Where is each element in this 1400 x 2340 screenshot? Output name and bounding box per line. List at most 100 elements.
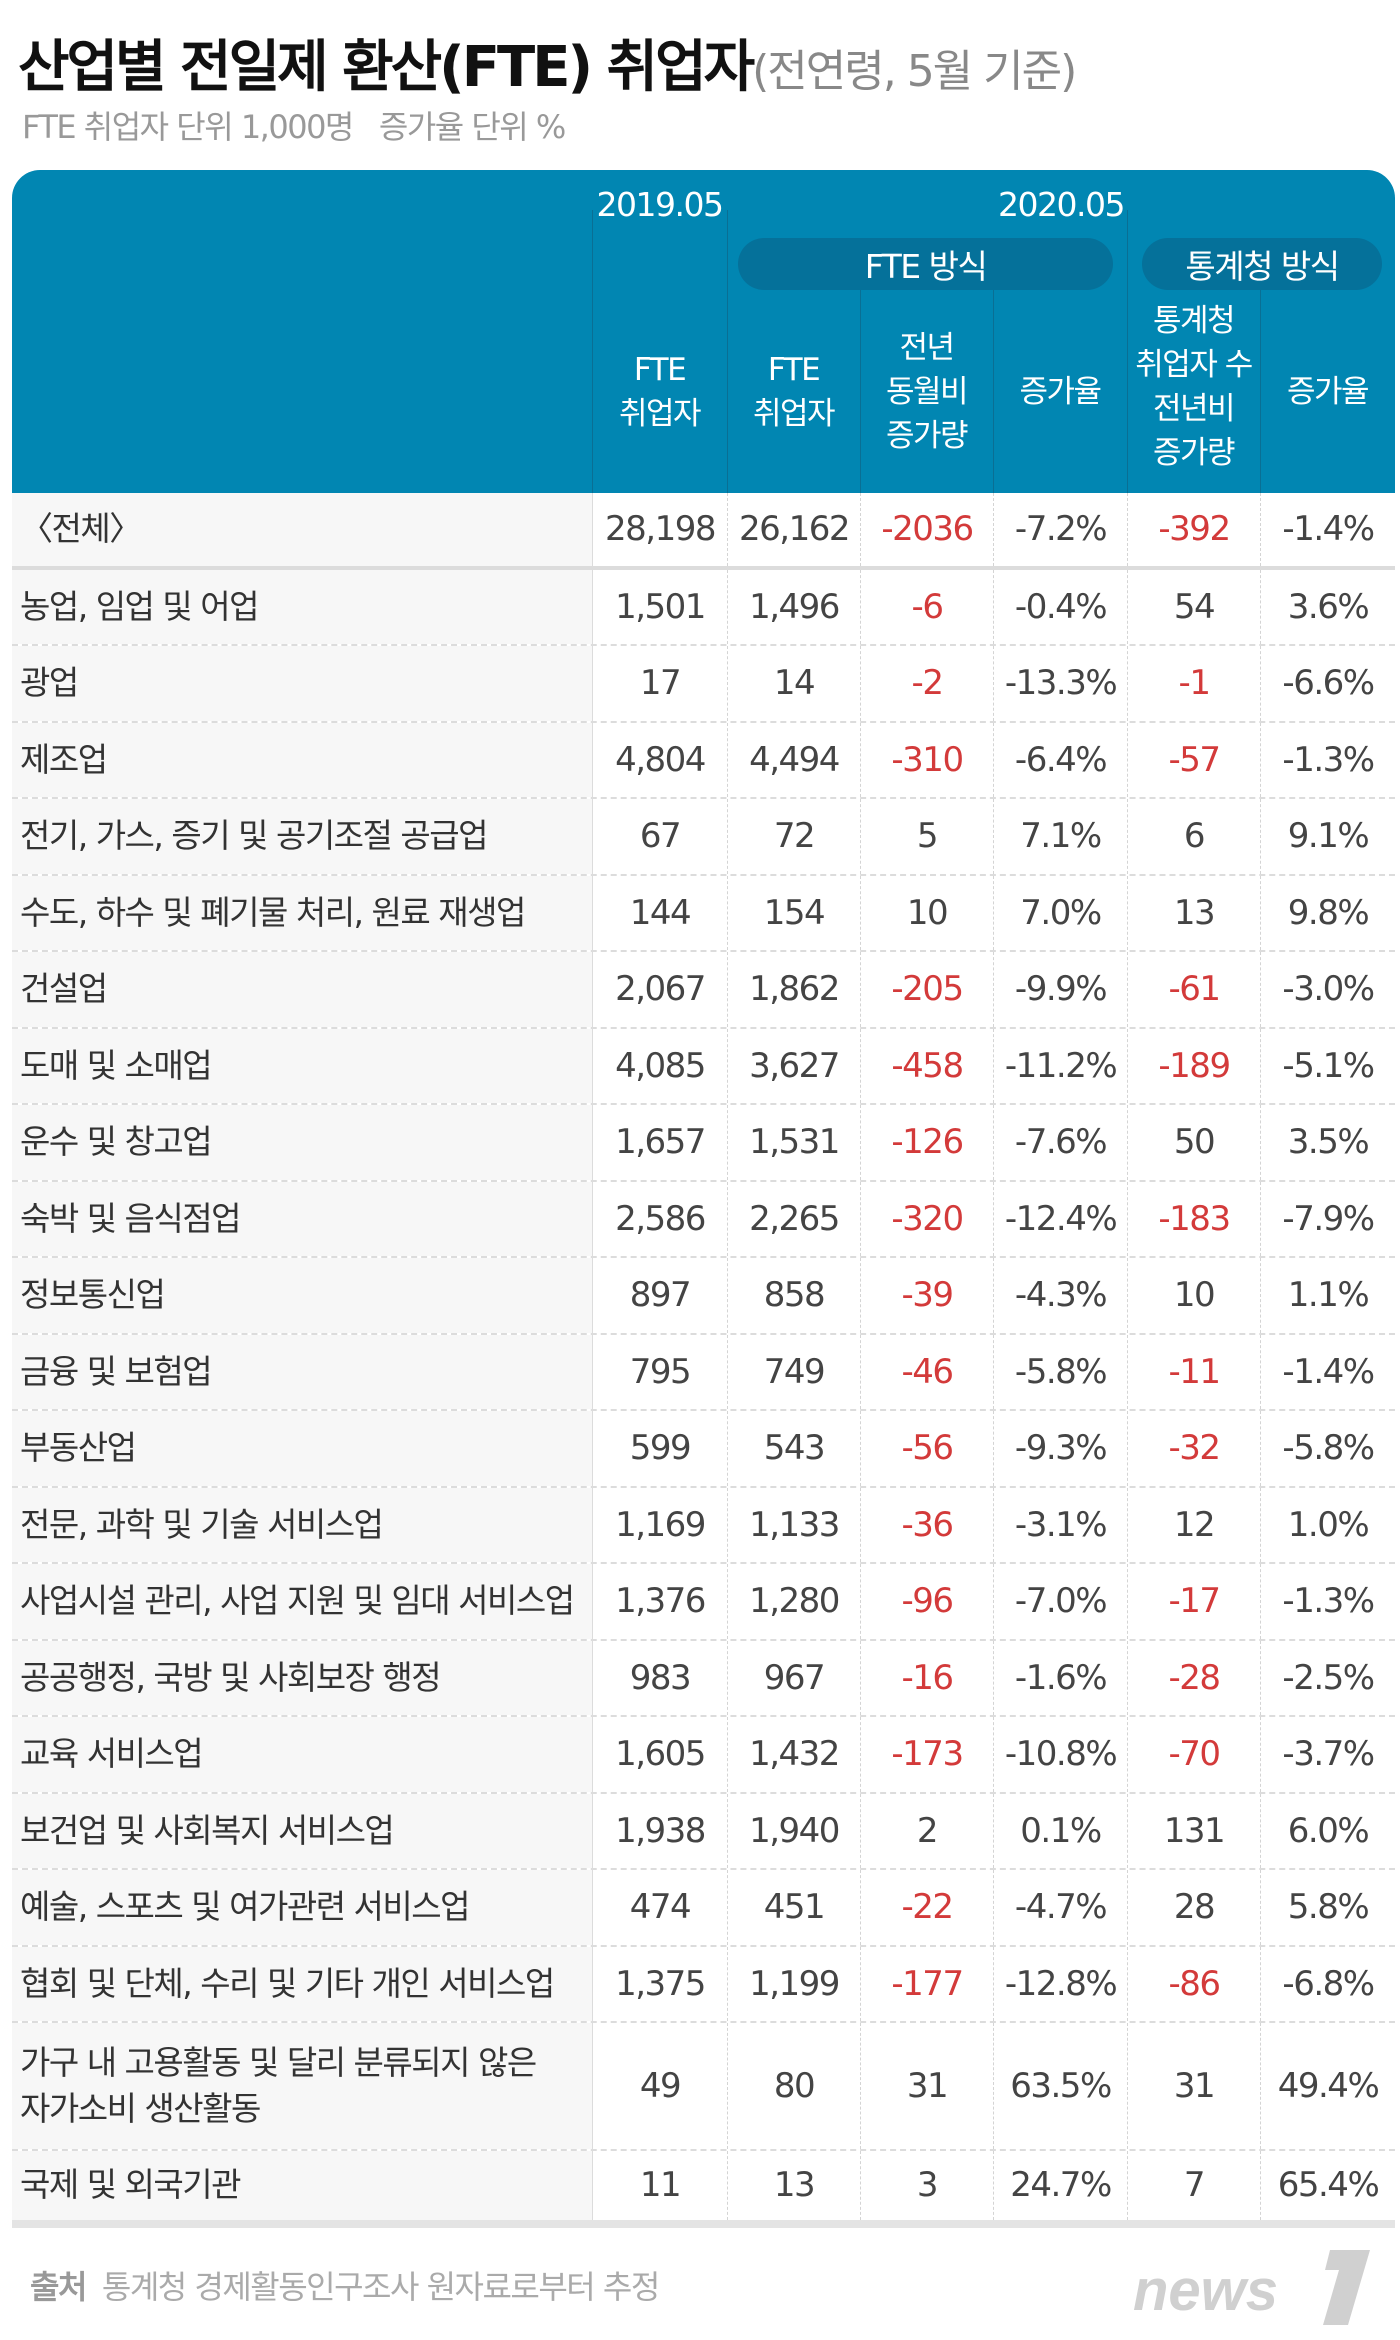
header-col-6: 증가율 xyxy=(1286,373,1370,410)
row-label: 부동산업 xyxy=(12,1411,592,1486)
cell-value: -1.3% xyxy=(1260,722,1395,797)
cell-value: 28,198 xyxy=(592,493,727,566)
cell-value: -0.4% xyxy=(993,569,1127,644)
divider xyxy=(1260,262,1261,493)
cell-value: -310 xyxy=(860,722,993,797)
source-label: 출처 xyxy=(30,2268,87,2306)
cell-value: 1,862 xyxy=(727,952,860,1027)
cell-value: 9.8% xyxy=(1260,875,1395,950)
cell-value: 1,169 xyxy=(592,1487,727,1562)
cell-value: 67 xyxy=(592,799,727,874)
cell-value: -6.6% xyxy=(1260,646,1395,721)
cell-value: 1,376 xyxy=(592,1564,727,1639)
table-header: 2019.05 2020.05 FTE 방식 통계청 방식 FTE 취업자 FTE… xyxy=(12,170,1395,493)
cell-value: -6 xyxy=(860,569,993,644)
cell-value: -28 xyxy=(1127,1640,1260,1715)
table-row: 농업, 임업 및 어업 1,501 1,496 -6 -0.4% 54 3.6% xyxy=(12,569,1395,646)
cell-value: 4,804 xyxy=(592,722,727,797)
row-label: 숙박 및 음식점업 xyxy=(12,1181,592,1256)
cell-value: -11.2% xyxy=(993,1028,1127,1103)
table-row: 전문, 과학 및 기술 서비스업 1,169 1,133 -36 -3.1% 12 1.0% xyxy=(12,1487,1395,1564)
cell-value: 7.0% xyxy=(993,875,1127,950)
cell-value: 474 xyxy=(592,1870,727,1945)
table-row: 숙박 및 음식점업 2,586 2,265 -320 -12.4% -183 -7.9% xyxy=(12,1181,1395,1258)
row-label: 광업 xyxy=(12,646,592,721)
cell-value: 1,657 xyxy=(592,1105,727,1180)
cell-value: 3,627 xyxy=(727,1028,860,1103)
cell-value: -39 xyxy=(860,1258,993,1333)
table-row: 협회 및 단체, 수리 및 기타 개인 서비스업 1,375 1,199 -177 -1… xyxy=(12,1946,1395,2023)
cell-value: 1,496 xyxy=(727,569,860,644)
cell-value: -46 xyxy=(860,1334,993,1409)
table-row: 사업시설 관리, 사업 지원 및 임대 서비스업 1,376 1,280 -96 -7.… xyxy=(12,1564,1395,1641)
table-row: 금융 및 보험업 795 749 -46 -5.8% -11 -1.4% xyxy=(12,1334,1395,1411)
title-main: 산업별 전일제 환산(FTE) 취업자 xyxy=(18,35,755,100)
cell-value: -2 xyxy=(860,646,993,721)
cell-value: 26,162 xyxy=(727,493,860,566)
svg-text:news: news xyxy=(1133,2258,1278,2323)
cell-value: -1.3% xyxy=(1260,1564,1395,1639)
row-label: 협회 및 단체, 수리 및 기타 개인 서비스업 xyxy=(12,1946,592,2021)
cell-value: 154 xyxy=(727,875,860,950)
cell-value: -320 xyxy=(860,1181,993,1256)
source-text: 통계청 경제활동인구조사 원자료로부터 추정 xyxy=(101,2268,660,2306)
row-label: 전문, 과학 및 기술 서비스업 xyxy=(12,1487,592,1562)
table-row: 전기, 가스, 증기 및 공기조절 공급업 67 72 5 7.1% 6 9.1% xyxy=(12,799,1395,876)
cell-value: 795 xyxy=(592,1334,727,1409)
row-label: 제조업 xyxy=(12,722,592,797)
cell-value: 9.1% xyxy=(1260,799,1395,874)
cell-value: -3.0% xyxy=(1260,952,1395,1027)
cell-value: -189 xyxy=(1127,1028,1260,1103)
row-label: 농업, 임업 및 어업 xyxy=(12,569,592,644)
cell-value: 63.5% xyxy=(993,2023,1127,2149)
cell-value: -9.9% xyxy=(993,952,1127,1027)
unit-fte: FTE 취업자 단위 1,000명 xyxy=(22,108,354,146)
divider xyxy=(1127,210,1128,493)
cell-value: -7.9% xyxy=(1260,1181,1395,1256)
cell-value: -6.8% xyxy=(1260,1946,1395,2021)
cell-value: -10.8% xyxy=(993,1717,1127,1792)
cell-value: -16 xyxy=(860,1640,993,1715)
cell-value: -4.7% xyxy=(993,1870,1127,1945)
cell-value: 599 xyxy=(592,1411,727,1486)
cell-value: 543 xyxy=(727,1411,860,1486)
cell-value: 0.1% xyxy=(993,1793,1127,1868)
cell-value: 2 xyxy=(860,1793,993,1868)
cell-value: -86 xyxy=(1127,1946,1260,2021)
cell-value: 4,085 xyxy=(592,1028,727,1103)
table-row: 보건업 및 사회복지 서비스업 1,938 1,940 2 0.1% 131 6.0% xyxy=(12,1793,1395,1870)
unit-rate: 증가율 단위 % xyxy=(378,108,566,146)
cell-value: -1.4% xyxy=(1260,1334,1395,1409)
header-col-5: 통계청 취업자 수 전년비 증가량 xyxy=(1135,302,1253,471)
header-col-2: FTE 취업자 xyxy=(752,351,836,432)
table-row: 부동산업 599 543 -56 -9.3% -32 -5.8% xyxy=(12,1411,1395,1488)
cell-value: 31 xyxy=(860,2023,993,2149)
cell-value: -22 xyxy=(860,1870,993,1945)
table-row: 정보통신업 897 858 -39 -4.3% 10 1.1% xyxy=(12,1258,1395,1335)
cell-value: 6.0% xyxy=(1260,1793,1395,1868)
cell-value: -12.8% xyxy=(993,1946,1127,2021)
divider xyxy=(592,210,593,493)
cell-value: 11 xyxy=(592,2151,727,2220)
cell-value: 1,199 xyxy=(727,1946,860,2021)
cell-value: 72 xyxy=(727,799,860,874)
cell-value: 17 xyxy=(592,646,727,721)
cell-value: 1,938 xyxy=(592,1793,727,1868)
cell-value: 131 xyxy=(1127,1793,1260,1868)
cell-value: 2,067 xyxy=(592,952,727,1027)
header-year-2020: 2020.05 xyxy=(998,185,1125,224)
table-row: 광업 17 14 -2 -13.3% -1 -6.6% xyxy=(12,646,1395,723)
row-label: 공공행정, 국방 및 사회보장 행정 xyxy=(12,1640,592,1715)
row-label: 보건업 및 사회복지 서비스업 xyxy=(12,1793,592,1868)
row-label: 전기, 가스, 증기 및 공기조절 공급업 xyxy=(12,799,592,874)
cell-value: 10 xyxy=(1127,1258,1260,1333)
row-label: 가구 내 고용활동 및 달리 분류되지 않은 자가소비 생산활동 xyxy=(12,2023,592,2149)
row-label: 예술, 스포츠 및 여가관련 서비스업 xyxy=(12,1870,592,1945)
cell-value: 858 xyxy=(727,1258,860,1333)
cell-value: -7.6% xyxy=(993,1105,1127,1180)
cell-value: 144 xyxy=(592,875,727,950)
cell-value: 1,375 xyxy=(592,1946,727,2021)
cell-value: -11 xyxy=(1127,1334,1260,1409)
cell-value: 49.4% xyxy=(1260,2023,1395,2149)
cell-value: -6.4% xyxy=(993,722,1127,797)
